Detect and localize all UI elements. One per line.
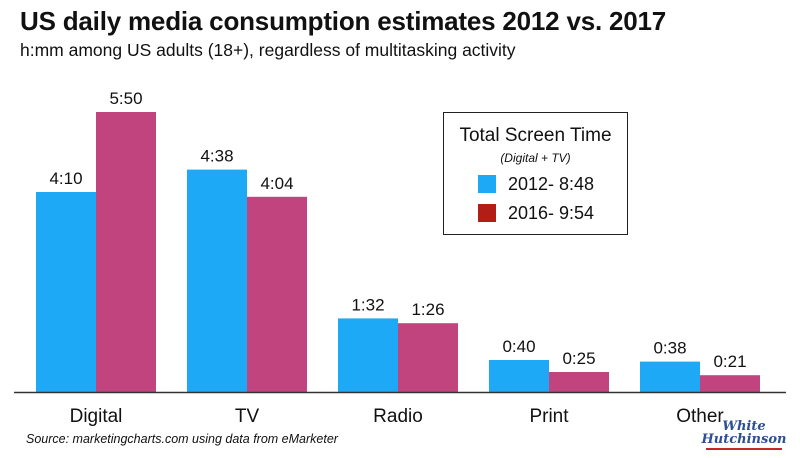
bar-radio-2017 [398,323,458,392]
data-label-digital-2012: 4:10 [49,169,82,188]
logo-line-1: White [722,419,766,434]
legend-swatch-2012 [478,175,496,193]
legend-title: Total Screen Time [459,125,612,146]
bar-digital-2012 [36,192,96,392]
bar-digital-2017 [96,112,156,392]
data-label-print-2012: 0:40 [502,337,535,356]
x-tick-label-tv: TV [235,406,260,427]
legend-label-2016: 2016- 9:54 [508,203,595,223]
bar-tv-2012 [187,169,247,392]
data-label-other-2012: 0:38 [653,339,686,358]
x-tick-label-digital: Digital [70,406,123,427]
data-label-other-2017: 0:21 [713,352,746,371]
legend-swatch-2016 [478,204,496,222]
logo-rule [706,448,782,450]
chart-subtitle: h:mm among US adults (18+), regardless o… [20,40,516,60]
bar-print-2012 [489,360,549,392]
legend-item-2016: 2016- 9:54 [478,204,594,222]
x-tick-label-print: Print [529,406,569,427]
bar-print-2017 [549,372,609,392]
brand-logo: White Hutchinson [698,420,790,450]
source-note: Source: marketingcharts.com using data f… [26,432,338,446]
legend: Total Screen Time (Digital + TV) 2012- 8… [443,112,628,235]
data-label-print-2017: 0:25 [562,349,595,368]
bar-other-2017 [700,375,760,392]
legend-note: (Digital + TV) [500,151,571,165]
legend-item-2012: 2012- 8:48 [478,175,594,193]
data-label-digital-2017: 5:50 [109,89,142,108]
data-label-tv-2012: 4:38 [200,147,233,166]
data-label-tv-2017: 4:04 [260,174,293,193]
bar-other-2012 [640,361,700,392]
x-tick-label-other: Other [676,406,724,427]
chart-title: US daily media consumption estimates 201… [20,6,667,36]
legend-label-2012: 2012- 8:48 [508,174,595,194]
x-tick-label-radio: Radio [373,406,423,427]
bar-radio-2012 [338,318,398,392]
data-label-radio-2017: 1:26 [411,300,444,319]
logo-line-2: Hutchinson [701,432,787,447]
data-label-radio-2012: 1:32 [351,295,384,314]
bar-tv-2017 [247,196,307,392]
